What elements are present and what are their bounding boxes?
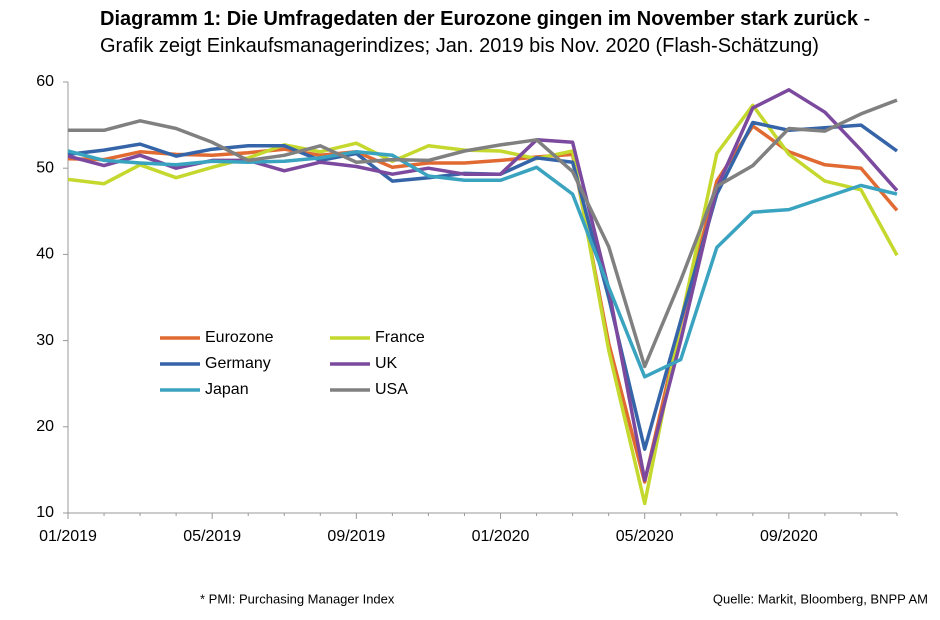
x-tick-label: 05/2019 xyxy=(183,528,241,545)
x-tick-label: 09/2019 xyxy=(327,528,385,545)
source: Quelle: Markit, Bloomberg, BNPP AM xyxy=(713,591,928,606)
y-tick-label: 30 xyxy=(36,332,54,349)
legend-label: UK xyxy=(375,355,398,372)
series-line xyxy=(67,149,898,379)
series-line xyxy=(67,124,899,484)
series-line xyxy=(67,103,899,506)
legend-label: France xyxy=(375,329,425,346)
x-tick-label: 09/2020 xyxy=(760,528,818,545)
legend-label: Eurozone xyxy=(205,329,274,346)
y-tick-label: 10 xyxy=(36,504,54,521)
title-block: Diagramm 1: Die Umfragedaten der Eurozon… xyxy=(100,6,890,60)
legend-label: Germany xyxy=(205,355,271,372)
legend-label: Japan xyxy=(205,381,249,398)
y-tick-label: 60 xyxy=(36,73,54,90)
x-tick-label: 01/2019 xyxy=(39,528,97,545)
chart-subtitle: - Grafik zeigt Einkaufsmanagerindizes; J… xyxy=(100,8,871,57)
y-tick-label: 40 xyxy=(36,246,54,263)
chart-title: Diagramm 1: Die Umfragedaten der Eurozon… xyxy=(100,8,858,30)
series-line xyxy=(68,98,898,369)
x-tick-label: 05/2020 xyxy=(616,528,674,545)
legend-label: USA xyxy=(375,381,408,398)
y-tick-label: 20 xyxy=(36,418,54,435)
x-tick-label: 01/2020 xyxy=(472,528,530,545)
footnote: * PMI: Purchasing Manager Index xyxy=(200,591,395,606)
y-tick-label: 50 xyxy=(36,159,54,176)
